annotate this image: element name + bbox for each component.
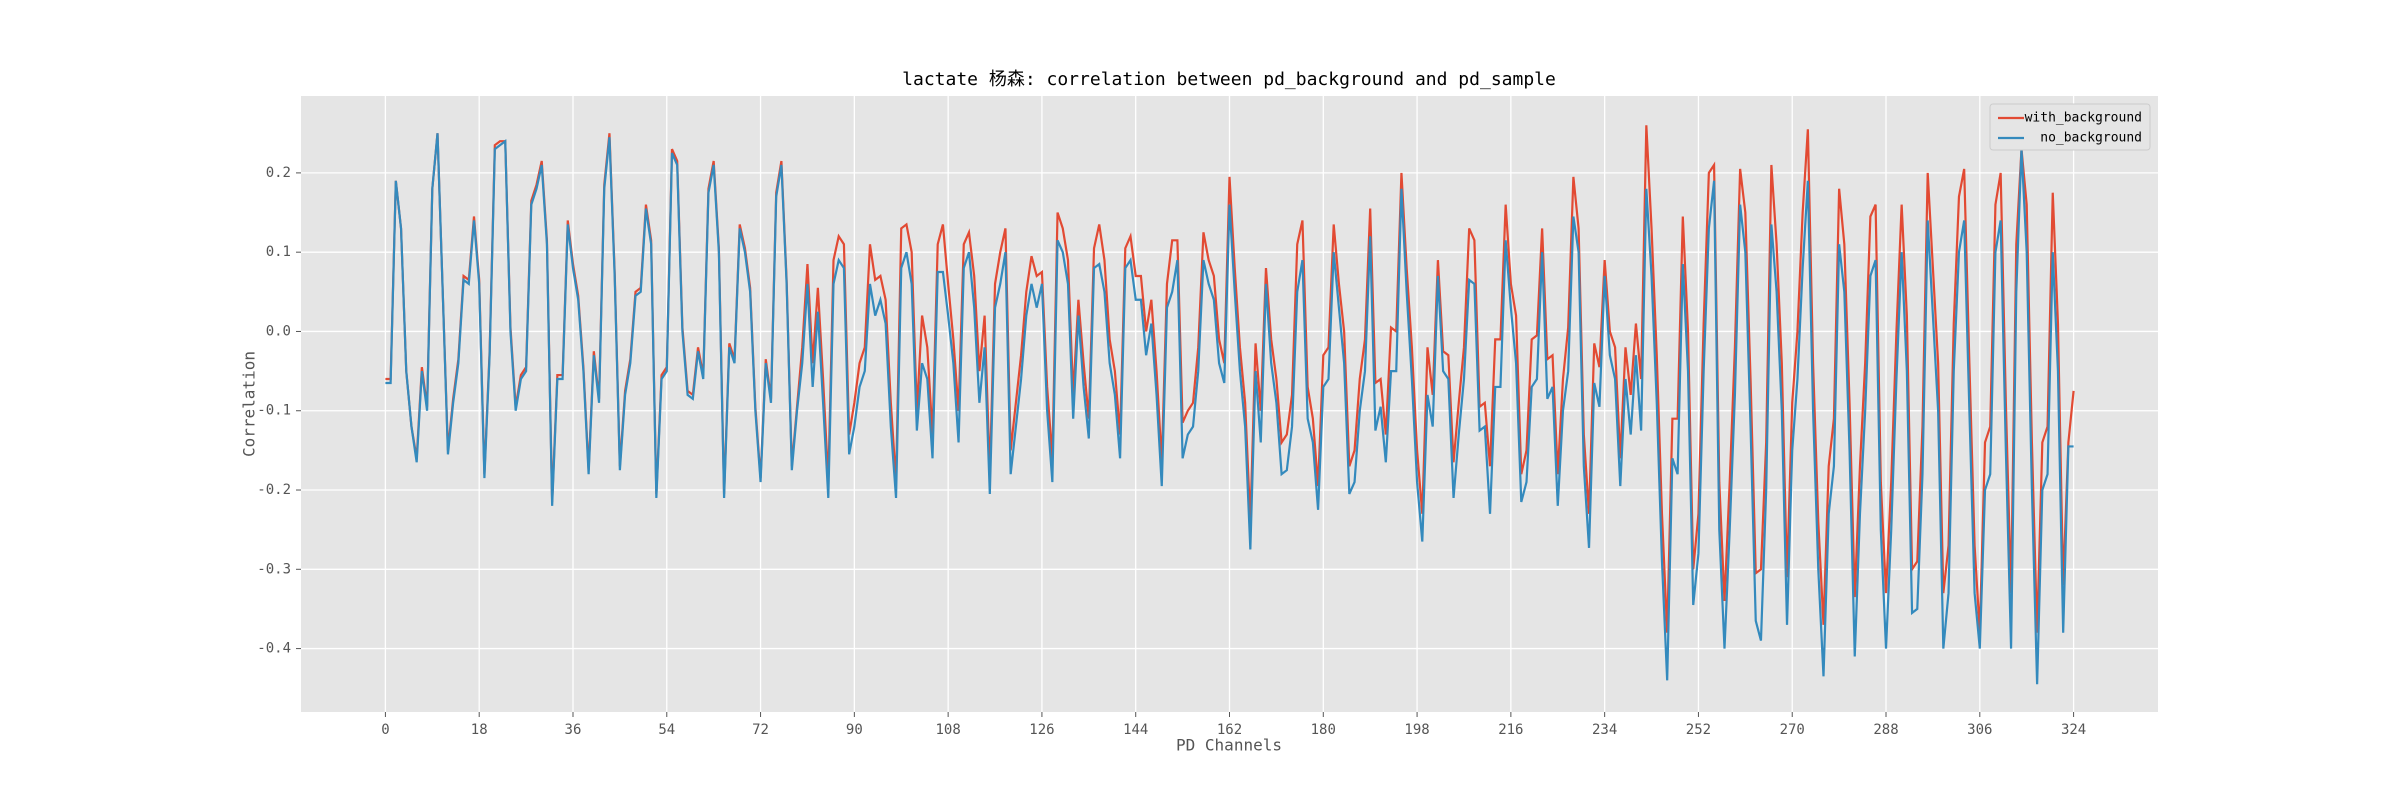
x-axis-label: PD Channels	[1176, 736, 1282, 755]
y-tick-label: -0.3	[257, 561, 291, 577]
x-tick-label: 36	[565, 722, 582, 738]
y-axis-label: Correlation	[240, 351, 259, 457]
x-tick-label: 90	[846, 722, 863, 738]
y-tick-label: 0.2	[266, 165, 291, 181]
x-tick-label: 144	[1123, 722, 1148, 738]
x-tick-label: 18	[471, 722, 488, 738]
x-tick-label: 126	[1029, 722, 1054, 738]
x-tick-label: 180	[1311, 722, 1336, 738]
x-tick-label: 234	[1592, 722, 1617, 738]
x-tick-label: 198	[1404, 722, 1429, 738]
x-tick-label: 162	[1217, 722, 1242, 738]
x-tick-label: 252	[1686, 722, 1711, 738]
y-tick-label: -0.2	[257, 482, 291, 498]
y-tick-label: 0.0	[266, 323, 291, 339]
legend-label: no_background	[2040, 131, 2142, 146]
x-tick-label: 108	[935, 722, 960, 738]
x-tick-label: 324	[2061, 722, 2086, 738]
legend-box	[1989, 103, 2151, 151]
x-tick-label: 72	[752, 722, 769, 738]
chart-title: lactate 杨森: correlation between pd_backg…	[902, 69, 1556, 90]
x-tick-label: 306	[1967, 722, 1992, 738]
x-tick-label: 0	[381, 722, 389, 738]
y-tick-label: -0.1	[257, 403, 291, 419]
y-tick-label: -0.4	[257, 641, 291, 657]
y-tick-label: 0.1	[266, 244, 291, 260]
legend-label: with_background	[2025, 111, 2142, 126]
x-tick-label: 216	[1498, 722, 1523, 738]
x-tick-label: 54	[658, 722, 675, 738]
x-tick-label: 270	[1780, 722, 1805, 738]
x-tick-label: 288	[1873, 722, 1898, 738]
series-line	[385, 133, 2074, 685]
